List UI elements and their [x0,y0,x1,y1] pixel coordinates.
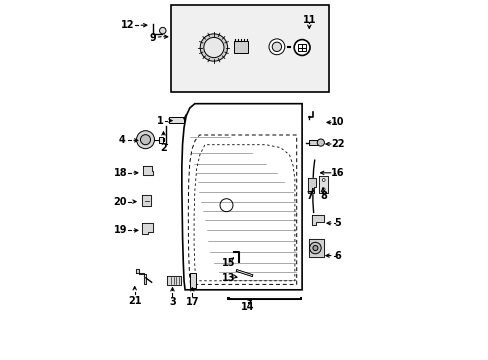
Text: 4: 4 [119,135,125,145]
Bar [309,140,317,145]
Circle shape [294,40,309,55]
Polygon shape [307,178,316,193]
Polygon shape [136,269,145,284]
Text: 13: 13 [221,273,235,283]
Text: 16: 16 [331,168,344,178]
Polygon shape [142,223,153,234]
Bar [170,5,328,92]
Circle shape [312,246,317,251]
Text: 15: 15 [221,258,235,268]
Text: 11: 11 [302,15,315,25]
Text: 18: 18 [113,168,127,178]
Text: 20: 20 [113,197,127,207]
Polygon shape [308,239,324,257]
Text: 14: 14 [241,302,254,312]
Text: 22: 22 [331,139,344,149]
Circle shape [203,37,224,58]
Text: 8: 8 [320,191,326,201]
Text: 1: 1 [156,116,163,126]
Polygon shape [142,166,153,175]
Text: 7: 7 [305,191,312,201]
Text: 9: 9 [149,33,156,43]
Circle shape [272,42,281,51]
Text: 10: 10 [331,117,344,127]
Text: 5: 5 [334,218,341,228]
Text: 2: 2 [160,143,166,153]
Circle shape [309,242,321,254]
Circle shape [159,27,166,34]
Circle shape [317,139,324,146]
Bar [168,117,183,123]
Bar [298,44,305,51]
Text: 17: 17 [185,297,199,307]
Circle shape [268,39,284,55]
Bar [234,41,247,53]
Text: 6: 6 [334,251,341,261]
Text: 21: 21 [128,296,141,306]
Circle shape [322,188,325,191]
Bar [190,273,196,288]
Circle shape [200,34,227,61]
Polygon shape [167,276,181,285]
Bar [159,137,163,143]
Circle shape [322,179,325,181]
Circle shape [136,131,154,149]
Text: 19: 19 [113,225,127,235]
Polygon shape [319,176,327,193]
Polygon shape [141,195,151,206]
Text: 12: 12 [121,20,134,30]
Circle shape [140,135,150,145]
Text: 3: 3 [169,297,176,307]
Polygon shape [311,215,323,225]
